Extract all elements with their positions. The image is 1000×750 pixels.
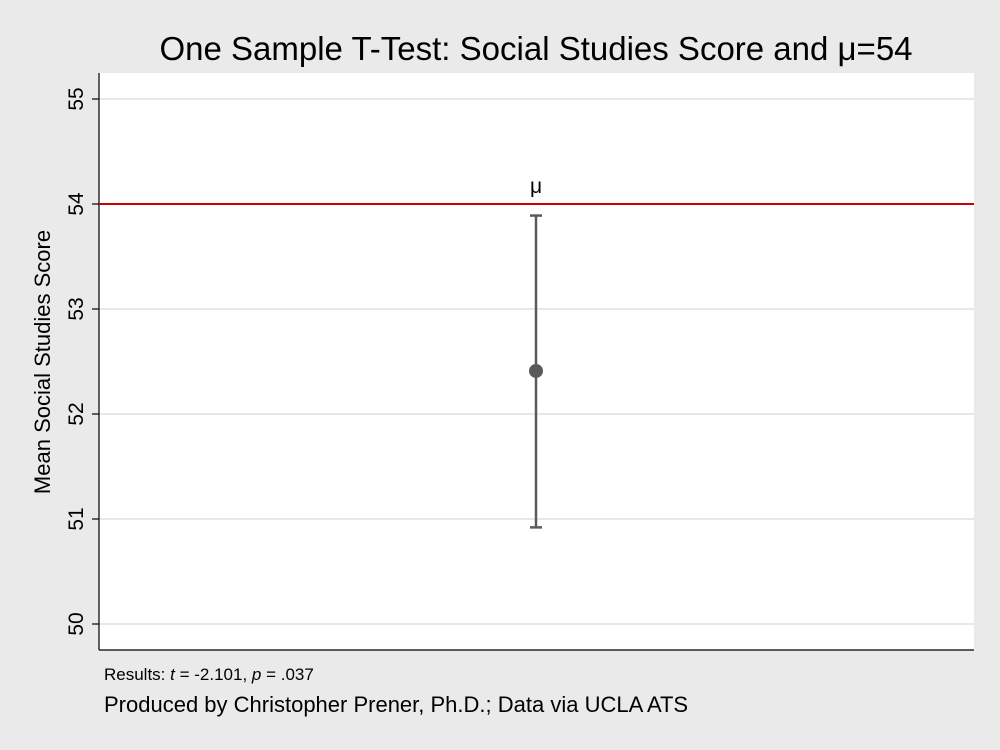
y-tick-label-52: 52 bbox=[65, 402, 88, 425]
t-value: = -2.101, bbox=[175, 665, 252, 684]
y-tick-label-50: 50 bbox=[65, 612, 88, 635]
reference-line-label: μ bbox=[530, 175, 542, 198]
y-tick-label-51: 51 bbox=[65, 507, 88, 530]
results-note: Results: t = -2.101, p = .037 bbox=[104, 665, 314, 684]
y-tick-label-54: 54 bbox=[65, 192, 88, 216]
p-value: = .037 bbox=[261, 665, 313, 684]
y-ticks: 50 51 52 53 54 55 bbox=[65, 87, 99, 636]
mean-point bbox=[529, 363, 543, 378]
chart-title: One Sample T-Test: Social Studies Score … bbox=[159, 30, 912, 67]
p-symbol: p bbox=[251, 665, 261, 684]
results-prefix: Results: bbox=[104, 665, 170, 684]
t-symbol: t bbox=[170, 665, 176, 684]
y-tick-label-55: 55 bbox=[65, 87, 88, 110]
reference-line-group: μ bbox=[99, 175, 974, 205]
credit-note: Produced by Christopher Prener, Ph.D.; D… bbox=[104, 692, 688, 717]
marks bbox=[529, 214, 543, 529]
y-tick-label-53: 53 bbox=[65, 297, 88, 320]
y-axis-label: Mean Social Studies Score bbox=[30, 230, 55, 494]
